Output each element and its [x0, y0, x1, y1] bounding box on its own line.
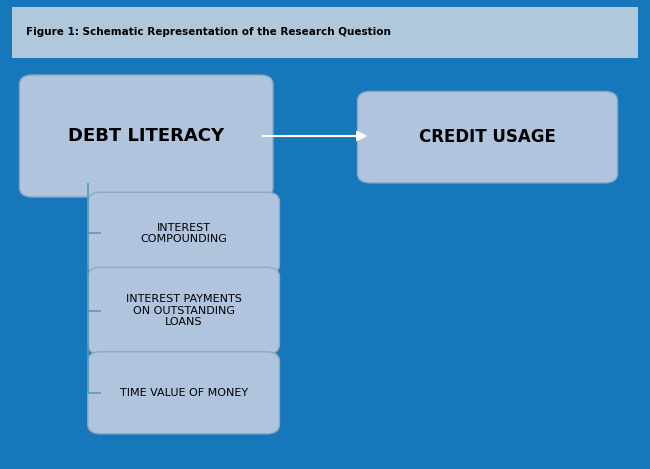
FancyBboxPatch shape — [88, 352, 280, 434]
FancyBboxPatch shape — [358, 91, 618, 183]
Text: DEBT LITERACY: DEBT LITERACY — [68, 127, 224, 145]
FancyBboxPatch shape — [88, 192, 280, 274]
Text: Figure 1: Schematic Representation of the Research Question: Figure 1: Schematic Representation of th… — [26, 27, 391, 38]
Text: TIME VALUE OF MONEY: TIME VALUE OF MONEY — [120, 388, 248, 398]
Text: CREDIT USAGE: CREDIT USAGE — [419, 128, 556, 146]
Text: INTEREST
COMPOUNDING: INTEREST COMPOUNDING — [140, 222, 227, 244]
FancyBboxPatch shape — [20, 75, 273, 197]
FancyBboxPatch shape — [12, 7, 638, 58]
FancyBboxPatch shape — [88, 267, 280, 354]
Text: INTEREST PAYMENTS
ON OUTSTANDING
LOANS: INTEREST PAYMENTS ON OUTSTANDING LOANS — [125, 294, 242, 327]
